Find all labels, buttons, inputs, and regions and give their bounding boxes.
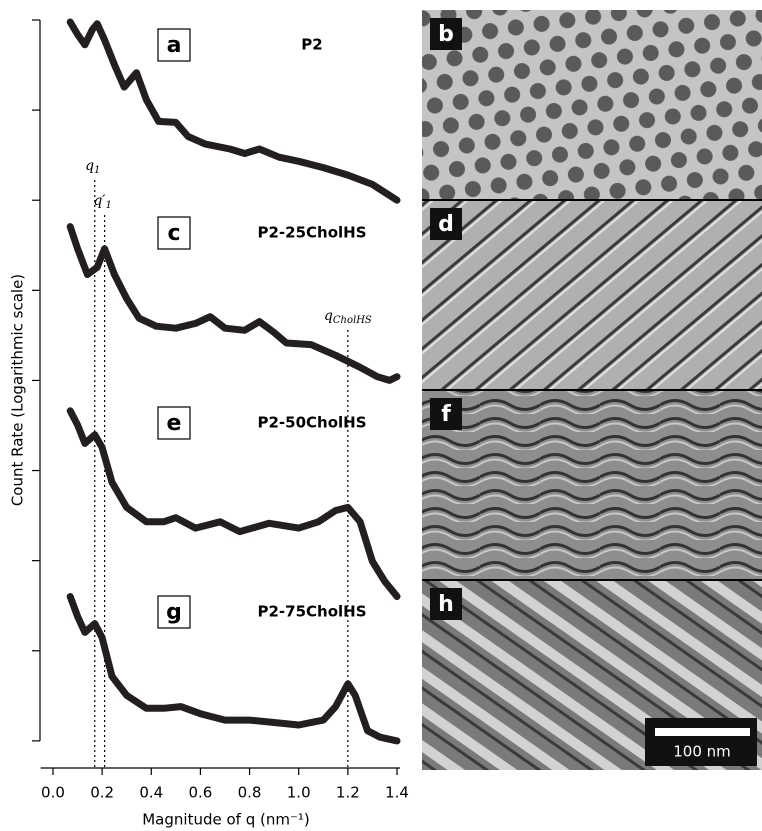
series-name: P2-75CholHS	[257, 603, 366, 621]
panel-letter: a	[167, 33, 182, 58]
series-name: P2	[301, 36, 322, 54]
reference-symbol: q′	[93, 193, 106, 209]
curve	[70, 227, 397, 381]
reference-label: qCholHS	[324, 308, 372, 326]
x-tick-label: 0.0	[41, 784, 65, 802]
x-tick-label: 0.8	[238, 784, 262, 802]
scale-bar	[655, 728, 750, 736]
x-tick-label: 0.2	[90, 784, 114, 802]
micrographs: b d f h 100 nm	[422, 10, 762, 770]
panel-letter: g	[166, 600, 182, 625]
reference-label: q1	[85, 158, 100, 176]
x-tick-label: 0.4	[139, 784, 163, 802]
x-tick-label: 1.2	[336, 784, 360, 802]
reference-label: q′1	[93, 193, 112, 211]
reference-subscript: CholHS	[333, 315, 372, 326]
saxs-plot: 0.0 0.2 0.4 0.6 0.8 1.0 1.2 1.4 Magnitude of q (…	[9, 20, 409, 829]
micrograph	[422, 390, 762, 580]
x-tick-label: 1.0	[287, 784, 311, 802]
micrograph	[422, 200, 762, 390]
panel-letter: b	[438, 22, 454, 47]
reference-subscript: 1	[105, 200, 111, 211]
series-name: P2-25CholHS	[257, 224, 366, 242]
scale-bar-label: 100 nm	[673, 743, 731, 761]
reference-symbol: q	[85, 158, 94, 174]
reference-symbol: q	[324, 308, 333, 324]
panel-letter: f	[441, 402, 451, 427]
figure: b d f h 100 nm 0.0 0.2 0.4 0.6 0.8 1.0 1.2 1.4 Magni…	[0, 0, 762, 831]
panel-letter: e	[167, 411, 182, 436]
curve	[70, 411, 397, 597]
series-name: P2-50CholHS	[257, 414, 366, 432]
curve	[70, 22, 397, 200]
y-axis-label: Count Rate (Logarithmic scale)	[9, 274, 27, 506]
x-axis-label: Magnitude of q (nm⁻¹)	[142, 811, 310, 829]
micrograph	[422, 10, 762, 200]
panel-letter: h	[438, 592, 454, 617]
x-tick-label: 1.4	[385, 784, 409, 802]
panel-letter: c	[167, 221, 180, 246]
x-tick-label: 0.6	[188, 784, 212, 802]
panel-letter: d	[438, 212, 454, 237]
reference-subscript: 1	[94, 165, 100, 176]
